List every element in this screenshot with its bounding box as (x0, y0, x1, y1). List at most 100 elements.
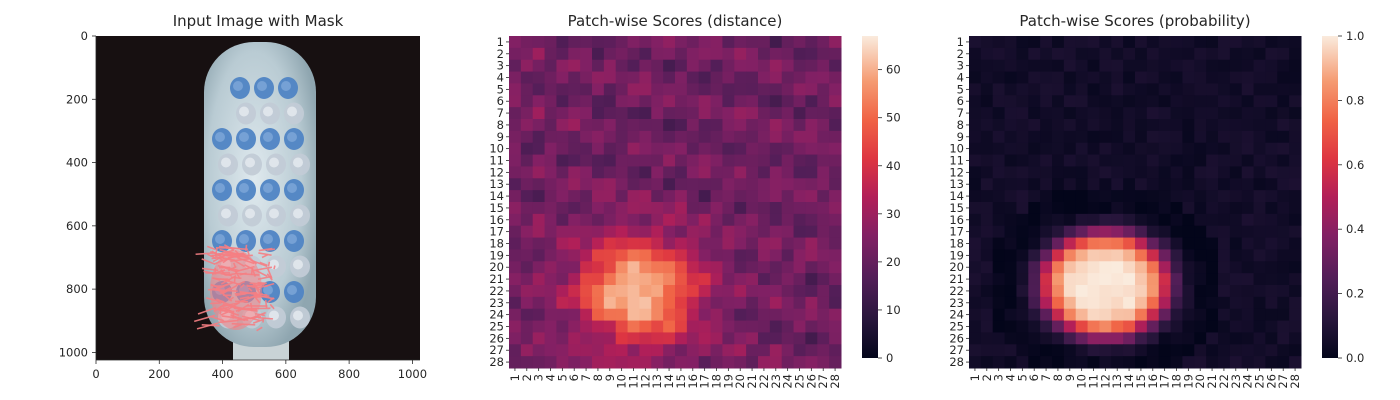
mask-strand (201, 323, 220, 327)
heatmap-cell (1218, 308, 1231, 322)
heatmap-y-tick-label: 26 (489, 331, 504, 345)
heatmap-cell (769, 202, 783, 215)
heatmap-cell (1206, 320, 1219, 333)
heatmap-cell (532, 178, 546, 191)
heatmap-cell (1111, 59, 1124, 73)
heatmap-cell (568, 59, 581, 73)
heatmap-cell (805, 202, 818, 215)
heatmap-cell (793, 213, 806, 227)
heatmap-cell (1111, 154, 1124, 167)
heatmap-y-tick-label: 27 (489, 343, 504, 357)
heatmap-cell (1289, 356, 1302, 369)
heatmap-cell (532, 71, 546, 84)
heatmap-cell (829, 190, 842, 203)
heatmap-cell (1158, 237, 1172, 250)
heatmap-cell (1218, 296, 1231, 310)
heatmap-cell (829, 225, 842, 239)
heatmap-cell (1241, 154, 1255, 167)
heatmap-cell (969, 202, 982, 215)
heatmap-cell (615, 47, 629, 61)
heatmap-cell (1194, 344, 1207, 357)
heatmap-cell (969, 332, 982, 345)
heatmap-cell (969, 154, 982, 167)
heatmap-cell (793, 202, 806, 215)
heatmap-cell (980, 237, 994, 250)
heatmap-cell (1218, 59, 1231, 73)
heatmap-cell (746, 202, 759, 215)
heatmap-cell (1206, 237, 1219, 250)
heatmap-cell (580, 95, 593, 108)
heatmap-cell (1004, 47, 1017, 61)
probability-heatmap-cells (969, 36, 1302, 369)
heatmap-cell (980, 249, 994, 262)
heatmap-cell (1277, 107, 1290, 120)
bristle-highlight (293, 157, 303, 168)
heatmap-cell (627, 71, 640, 84)
heatmap-cell (1146, 237, 1160, 250)
heatmap-y-tick-label: 6 (497, 94, 504, 108)
heatmap-cell (556, 202, 569, 215)
heatmap-cell (686, 71, 700, 84)
heatmap-y-tick-label: 20 (949, 260, 964, 274)
bristle-highlight (263, 132, 273, 142)
heatmap-cell (675, 190, 688, 203)
bristle-highlight (239, 234, 249, 244)
heatmap-cell (758, 178, 771, 191)
heatmap-cell (781, 332, 795, 345)
heatmap-cell (532, 332, 546, 345)
heatmap-cell (1194, 308, 1207, 322)
heatmap-cell (1111, 296, 1124, 310)
heatmap-cell (1111, 320, 1124, 333)
heatmap-cell (1028, 107, 1041, 120)
heatmap-cell (722, 332, 735, 345)
heatmap-cell (1016, 107, 1029, 120)
heatmap-cell (651, 59, 664, 73)
heatmap-y-tick-label: 13 (949, 177, 964, 191)
heatmap-cell (793, 107, 806, 120)
colorbar-tick-label: 0.4 (1346, 222, 1364, 236)
heatmap-cell (1182, 344, 1195, 357)
heatmap-cell (1087, 71, 1100, 84)
heatmap-cell (1158, 47, 1172, 61)
heatmap-cell (829, 154, 842, 167)
heatmap-cell (544, 130, 557, 144)
heatmap-cell (1241, 320, 1255, 333)
colorbar-tick-label: 0.6 (1346, 158, 1364, 172)
heatmap-cell (1218, 47, 1231, 61)
heatmap-cell (639, 202, 652, 215)
heatmap-cell (1135, 119, 1148, 132)
heatmap-cell (651, 47, 664, 61)
heatmap-cell (1040, 95, 1053, 108)
heatmap-cell (580, 320, 593, 333)
heatmap-cell (805, 130, 818, 144)
heatmap-cell (793, 261, 806, 274)
heatmap-cell (663, 107, 676, 120)
heatmap-cell (509, 225, 522, 239)
heatmap-cell (1194, 225, 1207, 239)
heatmap-cell (1241, 308, 1255, 322)
heatmap-cell (580, 107, 593, 120)
heatmap-cell (734, 273, 747, 286)
heatmap-cell (651, 83, 664, 96)
heatmap-cell (1028, 166, 1041, 179)
heatmap-cell (509, 213, 522, 227)
heatmap-cell (1158, 308, 1172, 322)
heatmap-cell (1206, 249, 1219, 262)
heatmap-cell (532, 308, 546, 322)
heatmap-cell (1135, 166, 1148, 179)
heatmap-cell (1241, 36, 1255, 49)
heatmap-cell (746, 83, 759, 96)
heatmap-cell (544, 261, 557, 274)
heatmap-cell (969, 107, 982, 120)
heatmap-cell (520, 249, 534, 262)
heatmap-cell (722, 285, 735, 298)
heatmap-cell (1135, 202, 1148, 215)
heatmap-cell (805, 83, 818, 96)
heatmap-cell (1135, 308, 1148, 322)
heatmap-cell (627, 202, 640, 215)
heatmap-cell (734, 320, 747, 333)
heatmap-cell (520, 47, 534, 61)
heatmap-cell (1265, 273, 1278, 286)
heatmap-cell (769, 225, 783, 239)
